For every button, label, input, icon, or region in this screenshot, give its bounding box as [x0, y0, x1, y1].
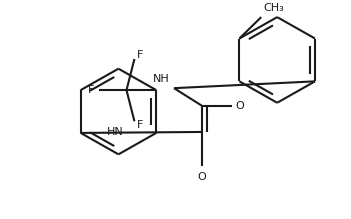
Text: CH₃: CH₃ — [263, 3, 284, 13]
Text: O: O — [236, 101, 244, 111]
Text: O: O — [197, 172, 206, 182]
Text: NH: NH — [153, 74, 170, 84]
Text: F: F — [137, 50, 143, 60]
Text: F: F — [88, 85, 95, 95]
Text: F: F — [137, 120, 143, 130]
Text: HN: HN — [107, 127, 123, 138]
